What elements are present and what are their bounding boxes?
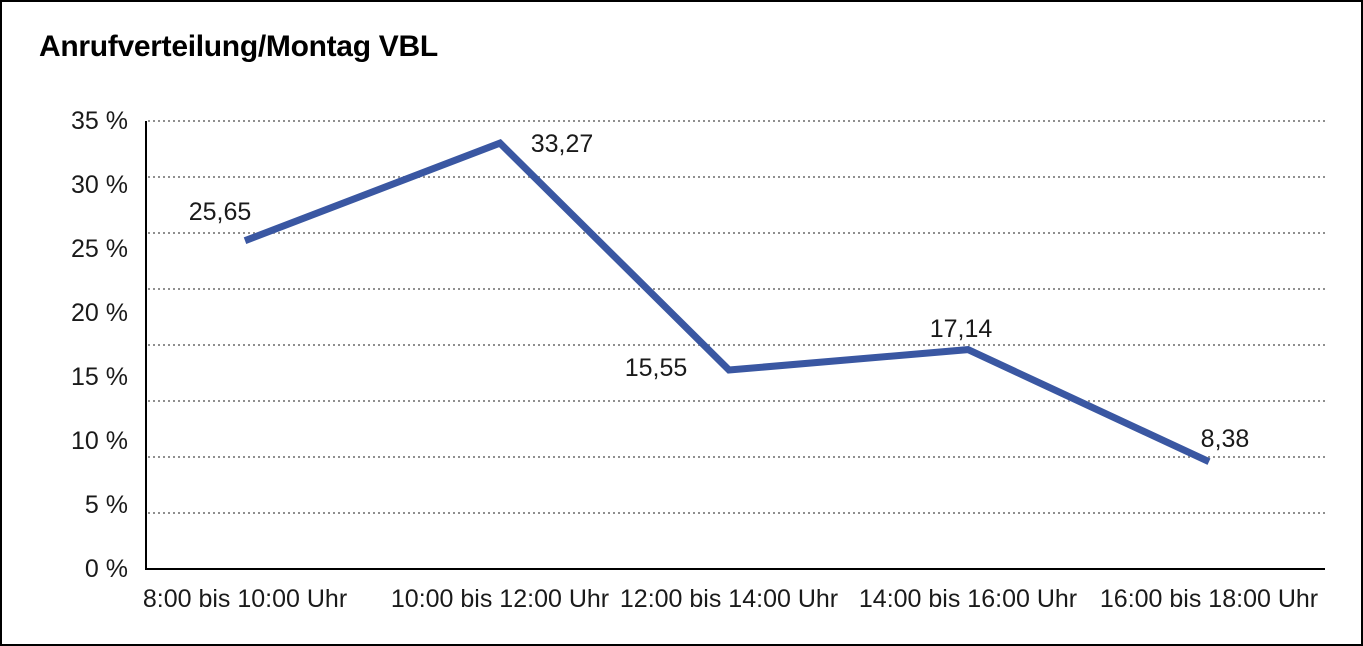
y-tick-label: 15 % (71, 363, 128, 391)
y-axis-line (145, 121, 147, 569)
x-category-label: 16:00 bis 18:00 Uhr (1099, 585, 1319, 613)
gridline (148, 344, 1325, 346)
data-point-label: 8,38 (1200, 424, 1250, 453)
x-category-label: 10:00 bis 12:00 Uhr (390, 585, 610, 613)
data-point-label: 15,55 (624, 353, 688, 382)
y-tick-label: 20 % (71, 299, 128, 327)
gridline (148, 176, 1325, 178)
data-line (243, 139, 1211, 465)
y-tick-label: 5 % (84, 491, 128, 519)
data-point-label: 17,14 (929, 314, 993, 343)
x-category-label: 8:00 bis 10:00 Uhr (142, 585, 348, 613)
gridline (148, 120, 1325, 122)
gridline (148, 288, 1325, 290)
y-tick-label: 25 % (71, 235, 128, 263)
y-tick-label: 35 % (71, 107, 128, 135)
gridline (148, 232, 1325, 234)
gridline (148, 512, 1325, 514)
data-point-label: 25,65 (188, 197, 252, 226)
x-category-label: 12:00 bis 14:00 Uhr (619, 585, 839, 613)
y-tick-label: 10 % (71, 427, 128, 455)
x-axis-line (145, 568, 1325, 570)
gridline (148, 456, 1325, 458)
data-point-label: 33,27 (530, 130, 594, 159)
x-category-label: 14:00 bis 16:00 Uhr (858, 585, 1078, 613)
gridline (148, 400, 1325, 402)
y-tick-label: 30 % (71, 171, 128, 199)
chart-title: Anrufverteilung/Montag VBL (39, 30, 438, 63)
y-tick-label: 0 % (84, 555, 128, 583)
